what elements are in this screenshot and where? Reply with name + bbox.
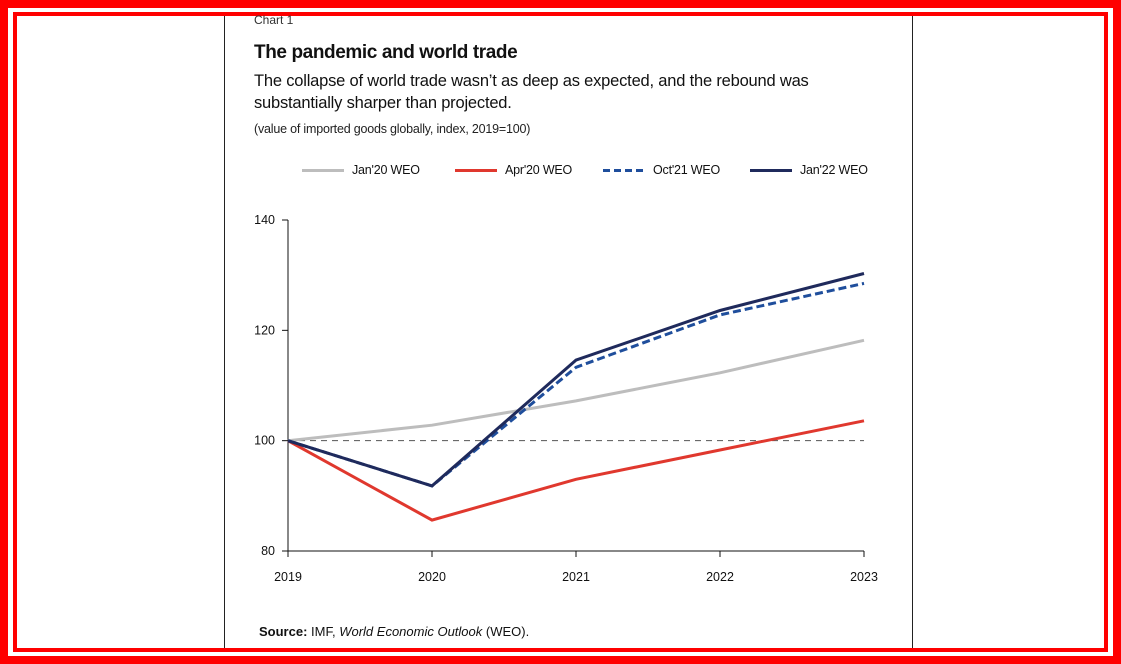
legend-label-jan20: Jan'20 WEO xyxy=(352,163,420,177)
source-italic: World Economic Outlook xyxy=(339,624,483,639)
legend-item-jan20: Jan'20 WEO xyxy=(302,160,420,180)
y-tick-label: 120 xyxy=(254,323,275,337)
series-line-apr-20-weo xyxy=(287,419,865,522)
panel-right-border xyxy=(912,16,913,648)
y-tick-label: 140 xyxy=(254,213,275,227)
panel-left-border xyxy=(224,16,225,648)
series-line-jan-20-weo xyxy=(287,338,865,443)
legend-label-jan22: Jan'22 WEO xyxy=(800,163,868,177)
chart-number: Chart 1 xyxy=(254,13,294,27)
legend-item-apr20: Apr'20 WEO xyxy=(455,160,572,180)
y-tick-label: 100 xyxy=(254,434,275,448)
y-tick-label: 80 xyxy=(261,544,275,558)
source-label: Source: xyxy=(259,624,308,639)
source-text-1: IMF, xyxy=(311,624,336,639)
legend-swatch-oct21 xyxy=(603,168,645,172)
legend-swatch-apr20 xyxy=(455,168,497,172)
source-note: Source: IMF, World Economic Outlook (WEO… xyxy=(259,624,529,639)
legend-item-oct21: Oct'21 WEO xyxy=(603,160,720,180)
chart-subtitle: The collapse of world trade wasn’t as de… xyxy=(254,72,809,112)
series-line-oct-21-weo xyxy=(287,281,865,488)
source-text-2: (WEO). xyxy=(485,624,530,639)
legend-label-apr20: Apr'20 WEO xyxy=(505,163,573,177)
legend: Jan'20 WEO Apr'20 WEO Oct'21 WEO Jan'22 … xyxy=(0,160,1121,180)
legend-swatch-jan22 xyxy=(750,168,792,172)
legend-item-jan22: Jan'22 WEO xyxy=(750,160,868,180)
x-tick-label: 2021 xyxy=(562,570,590,584)
x-tick-label: 2023 xyxy=(850,570,878,584)
legend-label-oct21: Oct'21 WEO xyxy=(653,163,721,177)
inner-red-border xyxy=(13,12,1108,652)
x-tick-label: 2019 xyxy=(274,570,302,584)
legend-swatch-jan20 xyxy=(302,168,344,172)
x-tick-label: 2020 xyxy=(418,570,446,584)
series-line-jan-22-weo xyxy=(287,272,865,488)
chart-units: (value of imported goods globally, index… xyxy=(254,122,531,136)
chart-title: The pandemic and world trade xyxy=(254,42,518,63)
x-tick-label: 2022 xyxy=(706,570,734,584)
